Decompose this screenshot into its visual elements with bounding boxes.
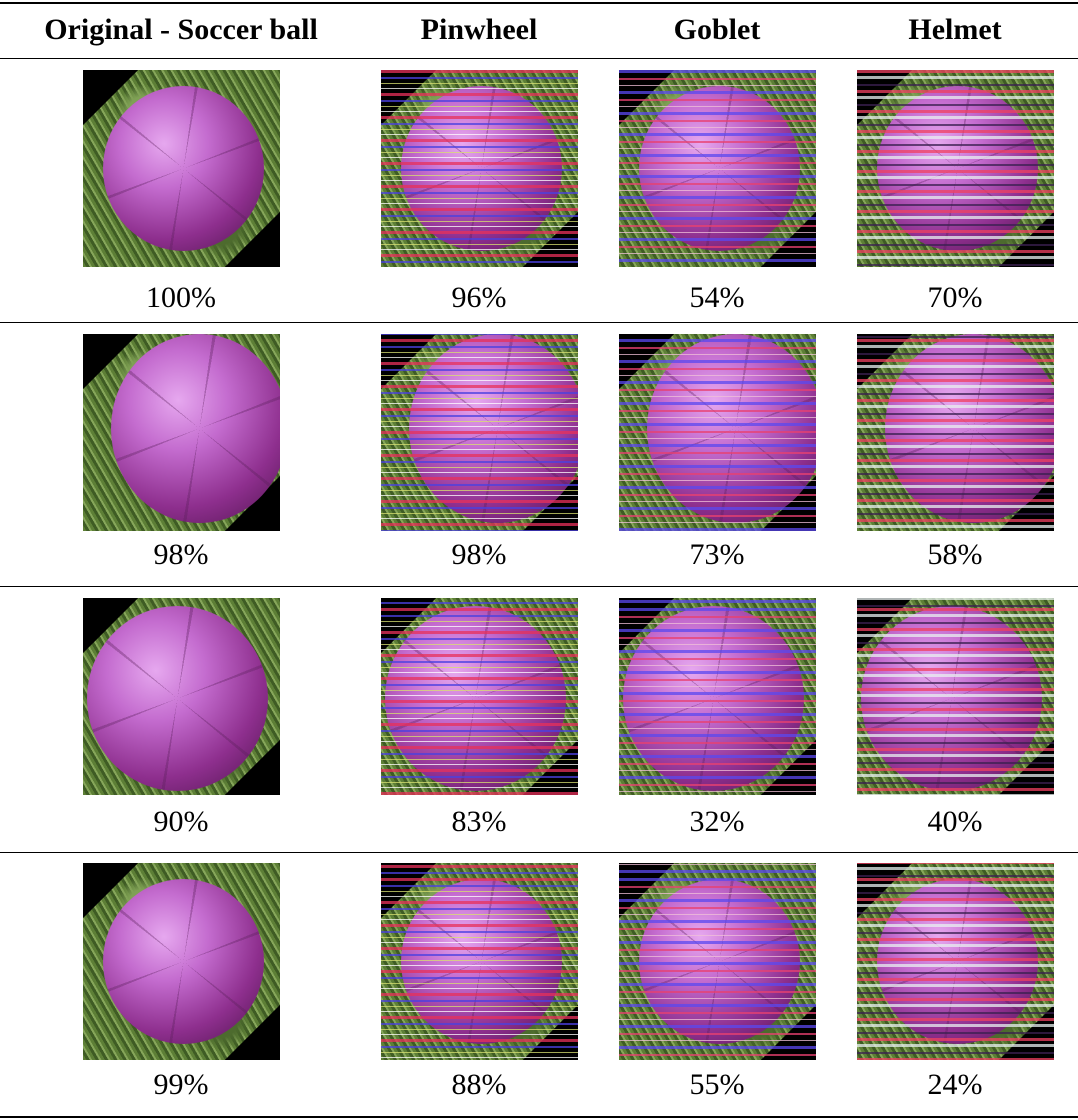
confidence-label: 58% xyxy=(927,538,983,571)
soccer-ball xyxy=(102,878,265,1045)
soccer-ball xyxy=(102,85,265,252)
row-rule xyxy=(0,322,1078,323)
header-rule xyxy=(0,58,1078,59)
original-image xyxy=(83,863,280,1060)
adversarial-stripes xyxy=(619,334,816,531)
adversarial-stripes xyxy=(619,70,816,267)
helmet-image xyxy=(857,334,1054,531)
confidence-label: 100% xyxy=(146,281,216,314)
helmet-image xyxy=(857,70,1054,267)
adversarial-stripes xyxy=(381,598,578,795)
confidence-label: 32% xyxy=(689,805,745,838)
soccer-ball xyxy=(86,605,269,792)
confidence-label: 99% xyxy=(153,1068,209,1101)
row-rule xyxy=(0,852,1078,853)
header-pinwheel: Pinwheel xyxy=(420,13,538,46)
header-original: Original - Soccer ball xyxy=(44,13,318,46)
goblet-image xyxy=(619,334,816,531)
adversarial-stripes xyxy=(857,334,1054,531)
top-rule xyxy=(0,2,1078,4)
row-rule xyxy=(0,1116,1078,1118)
original-image xyxy=(83,70,280,267)
confidence-label: 88% xyxy=(451,1068,507,1101)
adversarial-stripes xyxy=(857,863,1054,1060)
confidence-label: 73% xyxy=(689,538,745,571)
header-helmet: Helmet xyxy=(908,13,1002,46)
adversarial-stripes xyxy=(381,863,578,1060)
confidence-label: 96% xyxy=(451,281,507,314)
confidence-label: 54% xyxy=(689,281,745,314)
confidence-label: 55% xyxy=(689,1068,745,1101)
soccer-ball xyxy=(110,334,280,524)
goblet-image xyxy=(619,863,816,1060)
pinwheel-image xyxy=(381,70,578,267)
original-image xyxy=(83,334,280,531)
confidence-label: 24% xyxy=(927,1068,983,1101)
confidence-label: 98% xyxy=(153,538,209,571)
adversarial-stripes xyxy=(857,70,1054,267)
confidence-label: 83% xyxy=(451,805,507,838)
confidence-label: 98% xyxy=(451,538,507,571)
adversarial-stripes xyxy=(857,598,1054,795)
header-goblet: Goblet xyxy=(673,13,761,46)
original-image xyxy=(83,598,280,795)
confidence-label: 40% xyxy=(927,805,983,838)
pinwheel-image xyxy=(381,863,578,1060)
goblet-image xyxy=(619,598,816,795)
helmet-image xyxy=(857,598,1054,795)
pinwheel-image xyxy=(381,598,578,795)
adversarial-stripes xyxy=(381,334,578,531)
goblet-image xyxy=(619,70,816,267)
adversarial-stripes xyxy=(381,70,578,267)
pinwheel-image xyxy=(381,334,578,531)
confidence-label: 90% xyxy=(153,805,209,838)
helmet-image xyxy=(857,863,1054,1060)
adversarial-stripes xyxy=(619,863,816,1060)
adversarial-stripes xyxy=(619,598,816,795)
row-rule xyxy=(0,586,1078,587)
confidence-label: 70% xyxy=(927,281,983,314)
